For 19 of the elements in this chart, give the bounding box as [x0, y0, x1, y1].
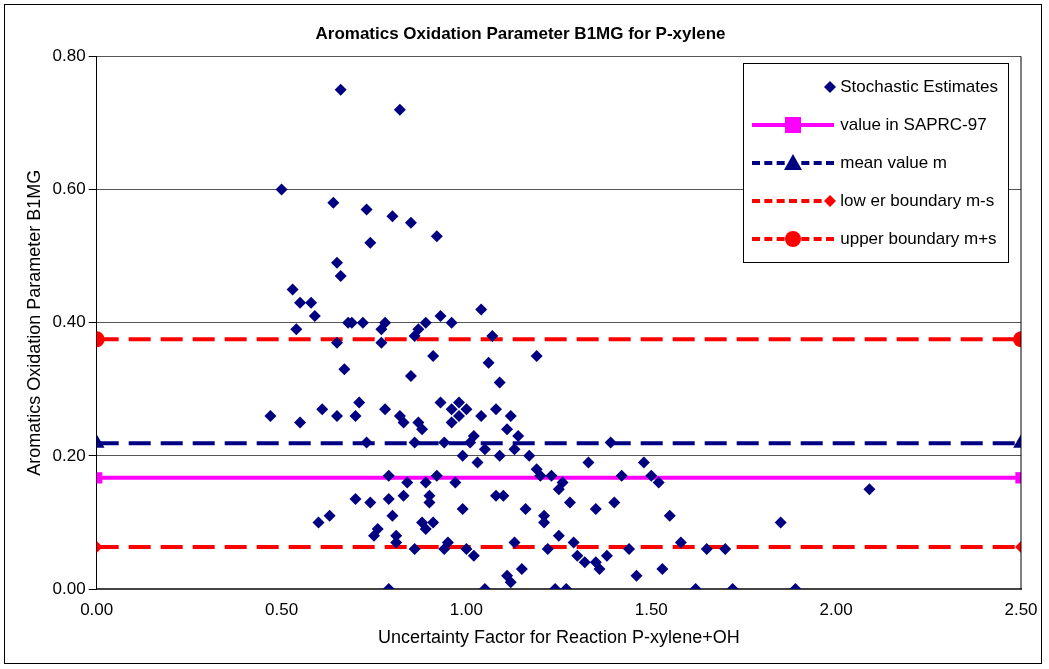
x-tick-label: 2.00 [819, 599, 853, 619]
x-tick-label: 0.50 [265, 599, 299, 619]
y-tick-label: 0.80 [52, 46, 86, 66]
x-tick-label: 0.00 [80, 599, 114, 619]
y-tick-label: 0.60 [52, 179, 86, 199]
x-tick-label: 1.50 [634, 599, 668, 619]
x-tick-label: 1.00 [449, 599, 483, 619]
y-tick-label: 0.20 [52, 445, 86, 465]
legend-label: value in SAPRC-97 [840, 115, 987, 136]
y-tick-label: 0.40 [52, 312, 86, 332]
y-tick-label: 0.00 [52, 578, 86, 598]
legend-label: Stochastic Estimates [840, 77, 998, 98]
legend-label: mean value m [840, 153, 947, 174]
chart-title: Aromatics Oxidation Parameter B1MG for P-xylene [315, 23, 726, 43]
x-axis-title: Uncertainty Factor for Reaction P-xylene+OH [378, 627, 740, 648]
y-axis-title: Aromatics Oxidation Parameter B1MG [23, 169, 44, 476]
legend-label: upper boundary m+s [840, 229, 997, 250]
x-tick-label: 2.50 [1004, 599, 1038, 619]
legend-label: low er boundary m-s [840, 191, 995, 212]
